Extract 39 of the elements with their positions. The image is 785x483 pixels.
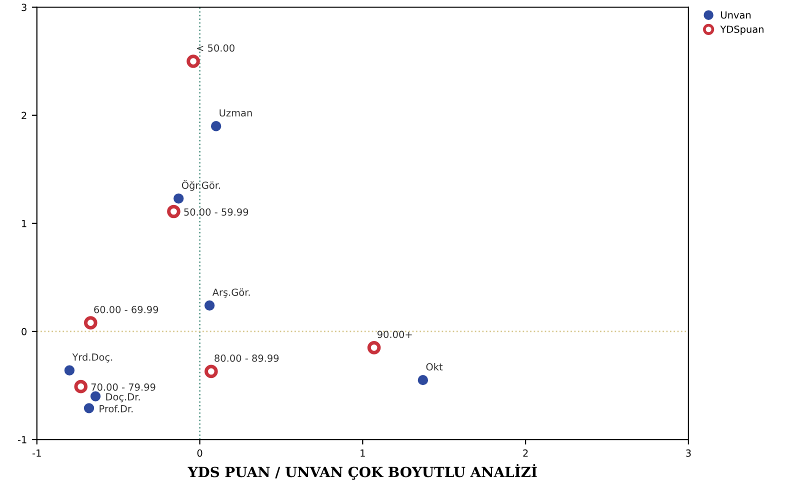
point: [204, 300, 215, 311]
annotation: Arş.Gör.: [212, 288, 250, 298]
legend-label: Unvan: [721, 11, 751, 19]
annotation: Prof.Dr.: [100, 404, 133, 412]
x-axis-title: YDS PUAN / UNVAN ÇOK BOYUTLU ANALİZİ: [188, 464, 537, 480]
legend-label: YDSpuan: [720, 26, 764, 35]
annotation: Okt: [426, 362, 443, 371]
annotation: Doç.Dr.: [106, 393, 140, 402]
annotation: Uzman: [220, 109, 252, 117]
point: [90, 391, 101, 402]
x-tick-label: -1: [32, 450, 41, 457]
point: [74, 380, 88, 394]
point: [167, 204, 180, 218]
annotation: 70.00 - 79.99: [91, 383, 156, 391]
x-tick-label: 2: [523, 449, 528, 457]
y-tick-label: 3: [22, 4, 26, 12]
point: [174, 193, 184, 204]
y-tick-label: 0: [22, 328, 27, 336]
annotation: < 50.00: [197, 44, 234, 52]
point: [210, 121, 222, 132]
annotation: 50.00 - 59.99: [184, 208, 248, 216]
x-tick-label: 3: [686, 449, 691, 457]
annotation: 90.00+: [377, 330, 412, 338]
point: [367, 341, 381, 354]
point: [418, 375, 428, 386]
annotation: 80.00 - 89.99: [214, 354, 279, 362]
annotation: Yrd.Doç.: [72, 353, 112, 363]
x-tick-label: 1: [360, 450, 365, 457]
point: [186, 54, 200, 68]
point: [204, 364, 218, 378]
y-tick-label: 1: [22, 220, 26, 228]
point: [84, 403, 94, 414]
annotation: 60.00 - 69.99: [94, 306, 158, 314]
y-tick-label: -1: [18, 436, 26, 444]
point: [84, 316, 98, 330]
annotation: Öğr.Gör.: [182, 180, 220, 191]
x-tick-label: 0: [197, 449, 202, 457]
point: [64, 365, 75, 376]
y-tick-label: 2: [22, 112, 26, 120]
